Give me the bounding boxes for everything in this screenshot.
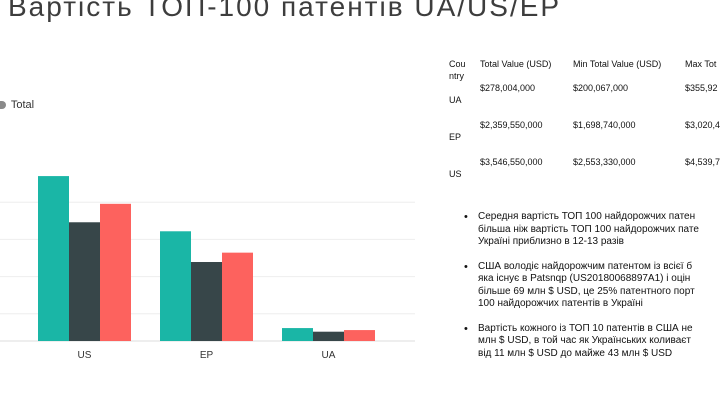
bullet-line: млн $ USD, в той час як Українських коли…: [478, 335, 691, 346]
bar-us-1: [69, 222, 100, 341]
bar-ep-2: [222, 252, 253, 341]
bullet-line: Вартість кожного із ТОП 10 патентів в СШ…: [478, 322, 693, 334]
table-cell: $355,92: [685, 83, 718, 93]
table-cell: US: [449, 169, 462, 179]
table-header-max: Max Tot: [685, 59, 717, 69]
table-col-country: Cou ntry UA EP US: [449, 58, 469, 180]
table-col-min: Min Total Value (USD) $200,067,000 $1,69…: [573, 58, 661, 168]
bullet-line: від 11 млн $ USD до майже 43 млн $ USD: [478, 347, 673, 359]
bullet-line: яка існує в Patsnqp (US20180068897A1) і …: [478, 273, 691, 284]
legend-marker: [0, 101, 6, 109]
x-tick-label: EP: [200, 350, 214, 361]
table-cell: $1,698,740,000: [573, 120, 636, 130]
bullet-list: Середня вартість ТОП 100 найдорожчих пат…: [462, 211, 720, 372]
legend-label: Total: [10, 99, 35, 111]
table-cell: UA: [449, 95, 462, 105]
table-header-country: Cou ntry: [449, 59, 466, 81]
bar-ua-0: [282, 328, 313, 341]
page-title: Вартість ТОП-100 патентів UA/US/EP: [8, 0, 562, 22]
x-tick-label: US: [78, 350, 92, 361]
bullet-item: США володіє найдорожчим патентом із всіє…: [462, 261, 720, 311]
bullet-line: більша ніж вартість ТОП 100 найдорожчих …: [478, 223, 699, 235]
bullet-line: більше 69 млн $ USD, це 25% патентного п…: [478, 285, 695, 297]
bar-ep-1: [191, 262, 222, 341]
chart-legend: Total: [0, 99, 34, 111]
bullet-line: Україні приблизно в 12-13 разів: [478, 236, 624, 247]
table-col-total: Total Value (USD) $278,004,000 $2,359,55…: [480, 58, 551, 168]
table-header-min: Min Total Value (USD): [573, 59, 662, 69]
table-cell: EP: [449, 132, 462, 142]
bullet-line: 100 найдорожчих патентів в Україні: [478, 298, 643, 309]
table-cell: $2,359,550,000: [480, 120, 543, 130]
bullet-line: Середня вартість ТОП 100 найдорожчих пат…: [478, 211, 696, 222]
bullet-item: Вартість кожного із ТОП 10 патентів в СШ…: [462, 323, 720, 361]
x-tick-label: UA: [322, 350, 336, 361]
table-cell: $4,539,7: [685, 157, 720, 167]
table-cell: $278,004,000: [480, 83, 536, 93]
bar-us-2: [100, 203, 131, 341]
table-cell: $3,020,4: [685, 120, 720, 130]
table-cell: $2,553,330,000: [573, 157, 636, 167]
table-col-max: Max Tot $355,92 $3,020,4 $4,539,7: [685, 58, 720, 168]
bullet-line: США володіє найдорожчим патентом із всіє…: [478, 260, 693, 272]
table-header-total: Total Value (USD): [480, 59, 552, 69]
bar-ep-0: [160, 231, 191, 341]
bar-ua-2: [344, 330, 375, 341]
bar-us-0: [38, 176, 69, 341]
bar-chart: US EP UA: [0, 176, 415, 361]
bullet-item: Середня вартість ТОП 100 найдорожчих пат…: [462, 211, 720, 249]
table-cell: $3,546,550,000: [480, 157, 543, 167]
bar-ua-1: [313, 331, 344, 341]
table-cell: $200,067,000: [573, 83, 629, 93]
